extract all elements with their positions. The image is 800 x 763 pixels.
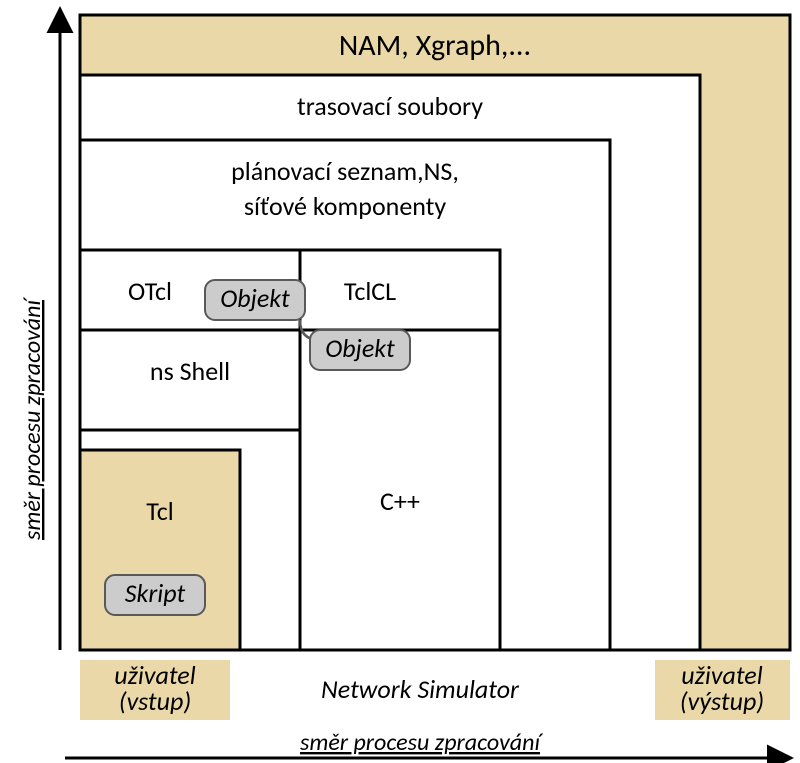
layer-plan-label-2: síťové komponenty <box>244 190 447 222</box>
layer-tcl: Tcl <box>80 450 240 650</box>
pill-skript-label: Skript <box>125 577 186 609</box>
layer-cpp: C++ <box>300 330 500 650</box>
x-axis-label: směr procesu zpracování <box>300 728 543 757</box>
layer-trace-label: trasovací soubory <box>297 90 483 122</box>
layer-otcl-label: OTcl <box>128 275 172 307</box>
bottom-user-out-l2: (výstup) <box>680 685 764 717</box>
layer-outer-label: NAM, Xgraph,... <box>339 27 531 64</box>
layer-nsshell-label: ns Shell <box>150 355 230 387</box>
y-axis-label: směr procesu zpracování <box>18 297 47 540</box>
layer-plan-label-1: plánovací seznam,NS, <box>231 155 459 187</box>
pill-objekt-otcl: Objekt <box>205 280 305 320</box>
bottom-ns-label: Network Simulator <box>321 673 520 705</box>
layer-tcl-label: Tcl <box>146 495 173 527</box>
layer-nsshell: ns Shell <box>80 330 300 430</box>
bottom-user-in: uživatel (vstup) <box>80 659 230 720</box>
layer-cpp-label: C++ <box>380 485 420 517</box>
layer-tclcl-label: TclCL <box>344 275 396 307</box>
bottom-user-in-l2: (vstup) <box>119 685 192 717</box>
pill-objekt-otcl-label: Objekt <box>220 282 290 314</box>
layer-tclcl: TclCL <box>300 250 500 330</box>
pill-objekt-tclcl: Objekt <box>310 330 410 370</box>
pill-objekt-tclcl-label: Objekt <box>325 332 395 364</box>
pill-skript: Skript <box>105 575 205 615</box>
bottom-user-out: uživatel (výstup) <box>655 659 790 720</box>
